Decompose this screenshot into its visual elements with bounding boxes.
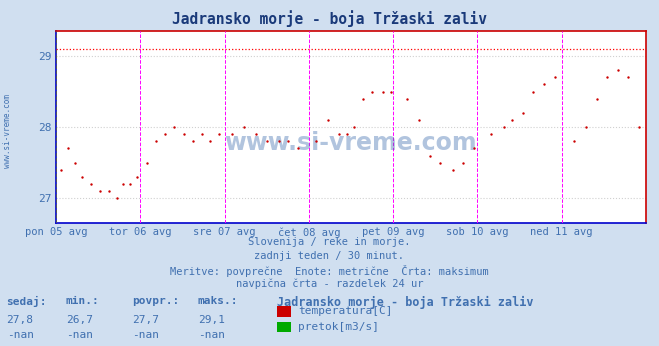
Point bbox=[486, 131, 497, 137]
Point bbox=[323, 117, 333, 123]
Point bbox=[498, 125, 509, 130]
Point bbox=[518, 110, 529, 116]
Point bbox=[168, 125, 179, 130]
Text: min.:: min.: bbox=[66, 296, 100, 306]
Point bbox=[196, 131, 207, 137]
Text: Meritve: povprečne  Enote: metrične  Črta: maksimum: Meritve: povprečne Enote: metrične Črta:… bbox=[170, 265, 489, 277]
Point bbox=[103, 189, 114, 194]
Point bbox=[251, 131, 262, 137]
Point bbox=[569, 139, 579, 144]
Point bbox=[447, 167, 458, 173]
Text: sedaj:: sedaj: bbox=[7, 296, 47, 307]
Point bbox=[273, 139, 284, 144]
Point bbox=[435, 160, 445, 165]
Point bbox=[414, 117, 424, 123]
Point bbox=[95, 189, 105, 194]
Text: -nan: -nan bbox=[7, 330, 34, 340]
Point bbox=[623, 75, 633, 80]
Point bbox=[342, 131, 353, 137]
Point bbox=[293, 146, 304, 151]
Point bbox=[333, 131, 344, 137]
Text: www.si-vreme.com: www.si-vreme.com bbox=[225, 130, 477, 155]
Point bbox=[112, 195, 123, 201]
Text: pretok[m3/s]: pretok[m3/s] bbox=[298, 322, 379, 332]
Point bbox=[63, 146, 74, 151]
Point bbox=[125, 181, 135, 187]
Point bbox=[226, 131, 237, 137]
Text: -nan: -nan bbox=[132, 330, 159, 340]
Point bbox=[117, 181, 128, 187]
Point bbox=[70, 160, 80, 165]
Text: 29,1: 29,1 bbox=[198, 315, 225, 325]
Point bbox=[151, 139, 161, 144]
Point bbox=[142, 160, 153, 165]
Text: Slovenija / reke in morje.: Slovenija / reke in morje. bbox=[248, 237, 411, 247]
Point bbox=[283, 139, 293, 144]
Point bbox=[188, 139, 198, 144]
Point bbox=[262, 139, 272, 144]
Point bbox=[86, 181, 96, 187]
Point bbox=[507, 117, 518, 123]
Point bbox=[77, 174, 88, 180]
Point bbox=[159, 131, 170, 137]
Point bbox=[310, 139, 321, 144]
Point bbox=[633, 125, 644, 130]
Text: navpična črta - razdelek 24 ur: navpična črta - razdelek 24 ur bbox=[236, 279, 423, 289]
Text: maks.:: maks.: bbox=[198, 296, 238, 306]
Point bbox=[458, 160, 469, 165]
Point bbox=[214, 131, 225, 137]
Text: Jadransko morje - boja Tržaski zaliv: Jadransko morje - boja Tržaski zaliv bbox=[277, 296, 533, 309]
Text: 27,8: 27,8 bbox=[7, 315, 34, 325]
Point bbox=[358, 96, 368, 101]
Point bbox=[239, 125, 249, 130]
Text: Jadransko morje - boja Tržaski zaliv: Jadransko morje - boja Tržaski zaliv bbox=[172, 10, 487, 27]
Point bbox=[402, 96, 413, 101]
Point bbox=[469, 146, 479, 151]
Text: 27,7: 27,7 bbox=[132, 315, 159, 325]
Text: povpr.:: povpr.: bbox=[132, 296, 179, 306]
Point bbox=[529, 89, 539, 94]
Point bbox=[132, 174, 142, 180]
Text: temperatura[C]: temperatura[C] bbox=[298, 307, 392, 316]
Point bbox=[424, 153, 435, 158]
Text: 26,7: 26,7 bbox=[66, 315, 93, 325]
Text: -nan: -nan bbox=[198, 330, 225, 340]
Point bbox=[581, 125, 591, 130]
Point bbox=[612, 67, 623, 73]
Point bbox=[386, 89, 397, 94]
Text: zadnji teden / 30 minut.: zadnji teden / 30 minut. bbox=[254, 251, 405, 261]
Point bbox=[205, 139, 215, 144]
Point bbox=[349, 125, 360, 130]
Point bbox=[56, 167, 67, 173]
Point bbox=[377, 89, 387, 94]
Point bbox=[539, 82, 550, 87]
Point bbox=[549, 75, 559, 80]
Text: -nan: -nan bbox=[66, 330, 93, 340]
Point bbox=[366, 89, 377, 94]
Point bbox=[602, 75, 612, 80]
Point bbox=[179, 131, 189, 137]
Text: www.si-vreme.com: www.si-vreme.com bbox=[3, 94, 13, 169]
Point bbox=[591, 96, 602, 101]
